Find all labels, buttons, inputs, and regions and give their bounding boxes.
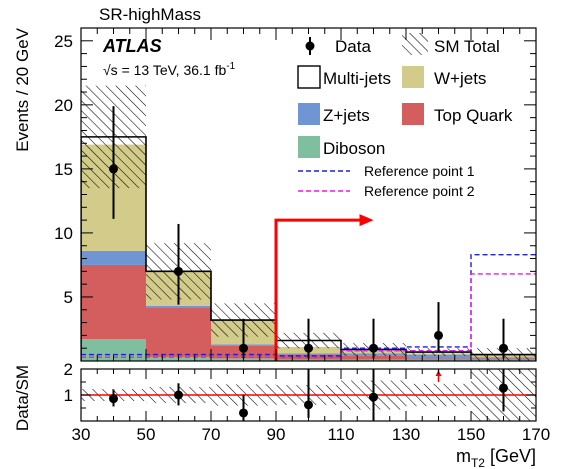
legend-top-quark-swatch <box>402 103 424 125</box>
legend-diboson-label: Diboson <box>323 139 385 158</box>
bar-z-jets-bin-1 <box>146 305 211 308</box>
ratio-plot-panel: 12 30 50 70 90 110 130 150 170 <box>64 360 551 444</box>
bar-top-quark-bin-1 <box>146 307 211 358</box>
cut-arrow <box>274 214 374 361</box>
y-tick-label-25: 25 <box>54 32 73 51</box>
x-tick-label-50: 50 <box>137 425 156 444</box>
legend-reference-point-1-label: Reference point 1 <box>364 163 475 179</box>
y-axis-label: Events / 20 GeV <box>13 27 32 151</box>
energy-lumi-text: √s = 13 TeV, 36.1 fb <box>103 62 226 78</box>
data-point-2 <box>239 343 248 353</box>
x-axis-label: mT2 [GeV] <box>456 446 536 469</box>
x-tick-label-150: 150 <box>457 425 485 444</box>
x-tick-label-130: 130 <box>392 425 420 444</box>
data-point-1 <box>174 266 183 276</box>
ratio-data-points <box>109 369 508 421</box>
legend-w-jets-swatch <box>402 66 424 88</box>
legend-data-marker <box>305 41 315 51</box>
ratio-point-2 <box>239 408 248 418</box>
x-tick-label-90: 90 <box>267 425 286 444</box>
ratio-y-tick-label-2: 2 <box>64 360 73 379</box>
main-y-axis: 5 10 15 20 25 <box>54 27 536 349</box>
legend-multi-jets-label: Multi-jets <box>323 69 391 88</box>
ratio-point-0 <box>109 394 118 404</box>
data-point-3 <box>304 343 313 353</box>
ratio-y-tick-label-1: 1 <box>64 386 73 405</box>
data-point-6 <box>499 343 508 353</box>
legend-data-label: Data <box>335 37 371 56</box>
ratio-x-axis: 30 50 70 90 110 130 150 170 <box>72 369 550 444</box>
x-axis-label-unit: [GeV] <box>485 446 536 466</box>
x-tick-label-30: 30 <box>72 425 91 444</box>
legend-reference-point-2-label: Reference point 2 <box>364 183 475 199</box>
y-tick-label-5: 5 <box>64 288 73 307</box>
legend-multi-jets-swatch <box>297 65 321 89</box>
ratio-point-6 <box>499 383 508 393</box>
x-tick-label-110: 110 <box>327 425 354 444</box>
data-point-4 <box>369 343 378 353</box>
ratio-point-3 <box>304 400 313 410</box>
legend-w-jets-label: W+jets <box>434 69 486 88</box>
energy-lumi-label: √s = 13 TeV, 36.1 fb-1 <box>103 61 236 78</box>
legend-z-jets-swatch <box>298 103 320 125</box>
legend: Data SM Total Multi-jets W+jets Z+jets Top Qu… <box>297 33 513 199</box>
y-tick-label-20: 20 <box>54 96 73 115</box>
legend-sm-total-swatch <box>402 33 428 55</box>
y-tick-label-10: 10 <box>54 224 73 243</box>
data-points <box>109 106 508 359</box>
main-plot-panel: 5 10 15 20 25 <box>54 27 537 362</box>
x-axis-label-main: m <box>456 446 471 466</box>
cut-arrow-line <box>274 218 362 361</box>
x-axis-label-subscript: T2 <box>471 456 485 469</box>
main-x-axis-ticks <box>80 28 537 361</box>
legend-z-jets-label: Z+jets <box>323 106 370 125</box>
legend-sm-total-label: SM Total <box>434 37 500 56</box>
ratio-y-axis-label: Data/SM <box>13 365 32 431</box>
experiment-label: ATLAS <box>102 36 162 56</box>
data-point-0 <box>109 164 118 174</box>
bar-top-quark-bin-0 <box>81 264 146 340</box>
bar-z-jets-bin-0 <box>81 250 146 265</box>
lumi-superscript: -1 <box>226 61 235 72</box>
y-tick-label-15: 15 <box>54 160 73 179</box>
ratio-point-4 <box>369 392 378 402</box>
ratio-y-axis: 12 <box>64 360 536 409</box>
legend-diboson-swatch <box>298 136 320 158</box>
x-tick-label-170: 170 <box>522 425 550 444</box>
data-point-5 <box>434 330 443 340</box>
cut-arrow-head <box>359 214 374 227</box>
region-label: SR-highMass <box>99 5 201 24</box>
ratio-point-1 <box>174 390 183 400</box>
legend-top-quark-label: Top Quark <box>434 106 513 125</box>
x-tick-label-70: 70 <box>202 425 221 444</box>
